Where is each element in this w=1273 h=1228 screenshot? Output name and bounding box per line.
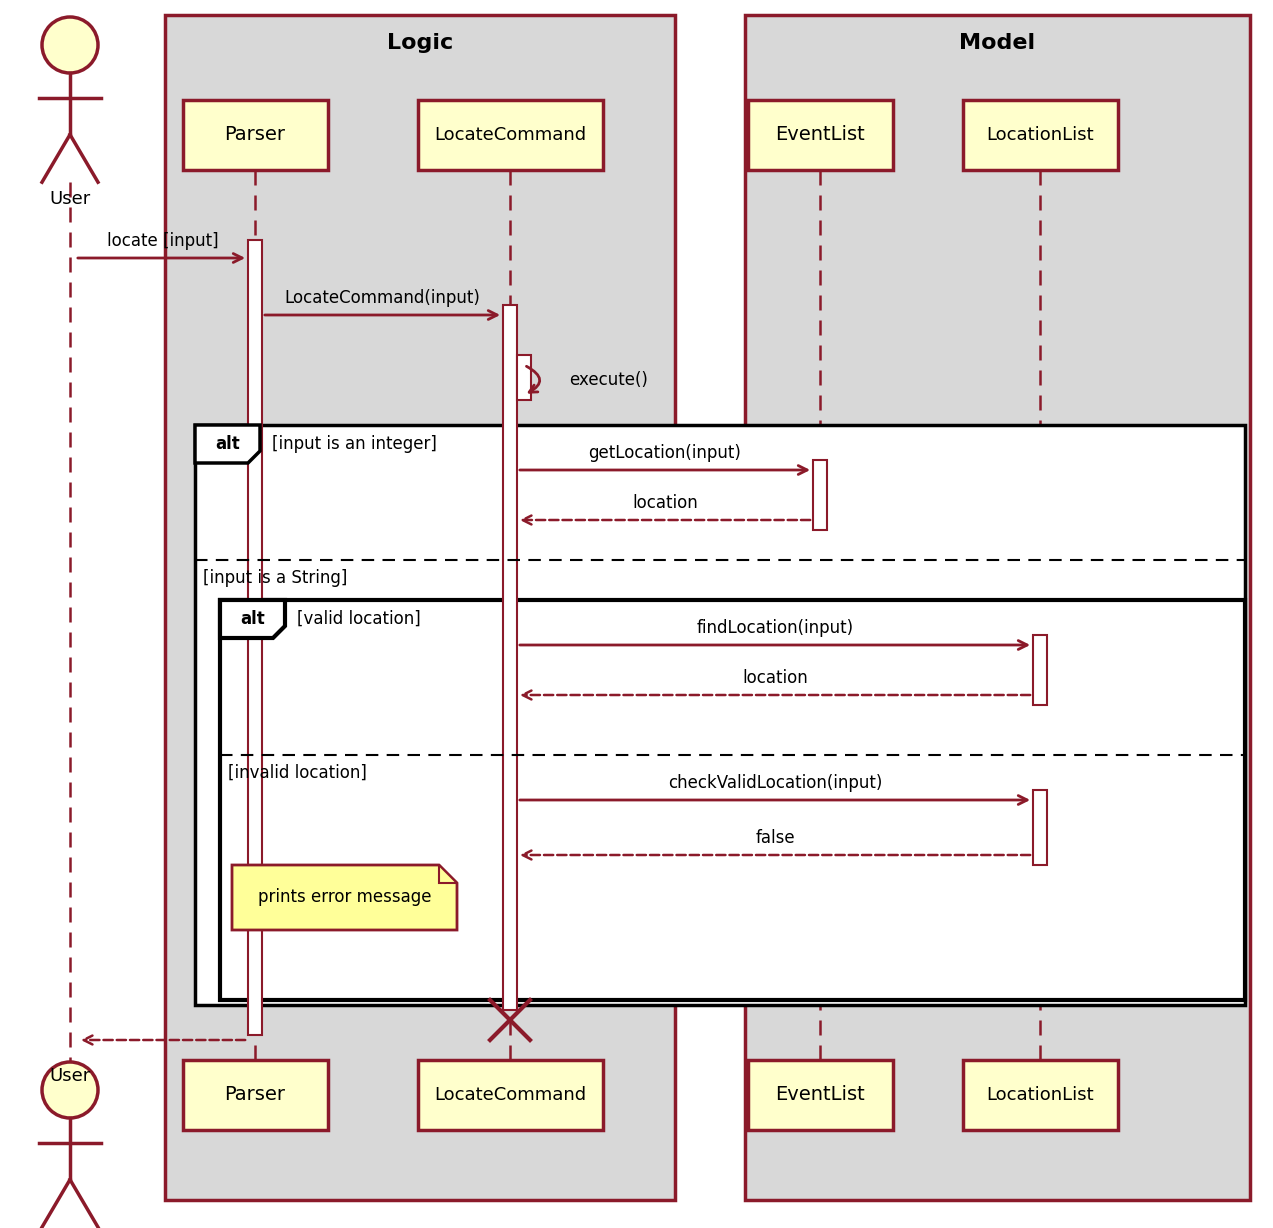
Text: findLocation(input): findLocation(input) <box>696 619 854 637</box>
Bar <box>220 600 1245 1000</box>
Text: Parser: Parser <box>224 1086 285 1104</box>
Bar <box>745 15 1250 1200</box>
Bar <box>195 425 1245 1005</box>
Polygon shape <box>220 600 285 639</box>
Polygon shape <box>232 865 457 930</box>
Text: [valid location]: [valid location] <box>297 610 421 628</box>
Text: locate [input]: locate [input] <box>107 232 218 251</box>
Text: Parser: Parser <box>224 125 285 145</box>
Text: EventList: EventList <box>775 125 864 145</box>
Text: Logic: Logic <box>387 33 453 53</box>
Bar <box>503 305 517 1009</box>
Text: location: location <box>742 669 808 686</box>
Bar <box>418 99 602 169</box>
Polygon shape <box>195 425 260 463</box>
Bar <box>182 1060 327 1130</box>
Text: User: User <box>50 1067 90 1086</box>
Text: false: false <box>755 829 794 847</box>
Text: User: User <box>50 190 90 209</box>
Text: LocationList: LocationList <box>987 1086 1094 1104</box>
Bar <box>962 1060 1118 1130</box>
Text: checkValidLocation(input): checkValidLocation(input) <box>668 774 882 792</box>
Text: LocateCommand: LocateCommand <box>434 126 586 144</box>
Bar <box>747 1060 892 1130</box>
Bar <box>418 1060 602 1130</box>
Text: alt: alt <box>215 435 239 453</box>
Bar <box>747 99 892 169</box>
Bar <box>1032 790 1046 865</box>
Text: [input is a String]: [input is a String] <box>202 569 348 587</box>
Circle shape <box>42 1062 98 1117</box>
Bar <box>962 99 1118 169</box>
Text: prints error message: prints error message <box>257 889 432 906</box>
Text: location: location <box>633 494 698 512</box>
Polygon shape <box>439 865 457 883</box>
Text: [input is an integer]: [input is an integer] <box>272 435 437 453</box>
Bar <box>248 239 262 1035</box>
Text: execute(): execute() <box>569 371 648 389</box>
Text: LocationList: LocationList <box>987 126 1094 144</box>
Bar <box>182 99 327 169</box>
Bar <box>813 460 827 530</box>
Bar <box>1032 635 1046 705</box>
Text: EventList: EventList <box>775 1086 864 1104</box>
Text: getLocation(input): getLocation(input) <box>588 445 741 462</box>
Text: LocateCommand(input): LocateCommand(input) <box>285 289 480 307</box>
Text: Model: Model <box>959 33 1035 53</box>
Text: LocateCommand: LocateCommand <box>434 1086 586 1104</box>
Bar <box>165 15 675 1200</box>
Circle shape <box>42 17 98 72</box>
Text: alt: alt <box>241 610 265 628</box>
Text: [invalid location]: [invalid location] <box>228 764 367 782</box>
Bar <box>517 355 531 400</box>
